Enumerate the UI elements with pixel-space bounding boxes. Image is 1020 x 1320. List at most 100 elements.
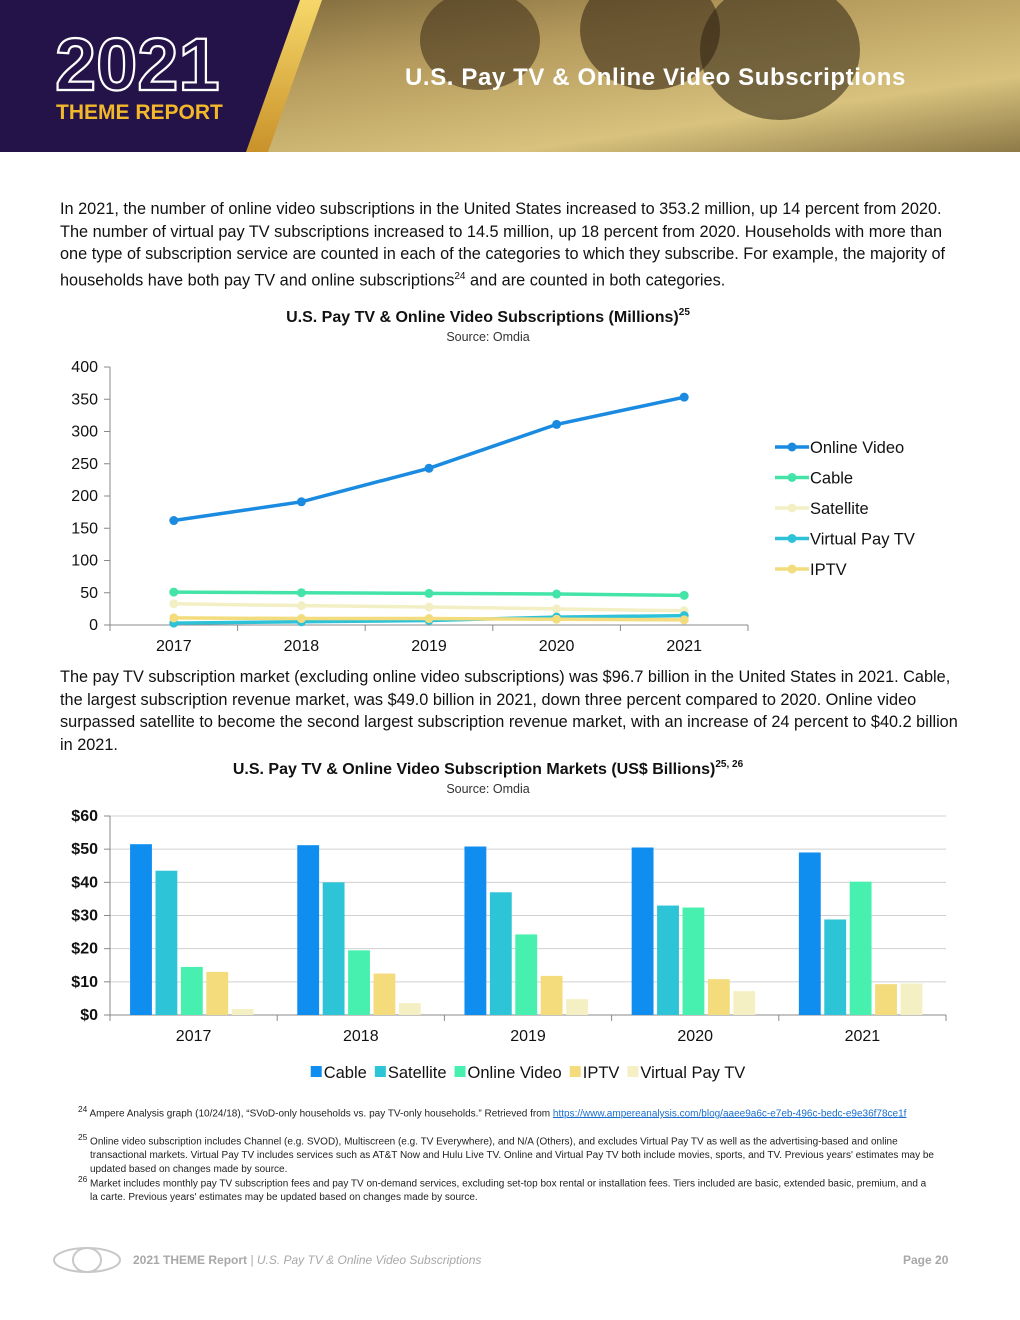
- y-tick-label: 50: [80, 585, 98, 602]
- y-tick-label: 200: [71, 488, 98, 505]
- bar: [464, 846, 487, 1015]
- bar: [297, 845, 320, 1015]
- y-tick-label: $40: [71, 874, 98, 891]
- y-tick-label: $60: [71, 808, 98, 825]
- x-tick-label: 2018: [343, 1028, 379, 1045]
- marker: [679, 615, 689, 625]
- legend-label: Online Video: [810, 439, 904, 457]
- x-tick-label: 2019: [411, 638, 447, 655]
- header-report: THEME REPORT: [56, 101, 223, 124]
- x-tick-label: 2018: [284, 638, 320, 655]
- marker: [552, 614, 562, 624]
- footnote-link[interactable]: https://www.ampereanalysis.com/blog/aaee…: [552, 1108, 907, 1120]
- marker: [679, 590, 689, 600]
- chart-subtitle: Source: Omdia: [446, 330, 529, 344]
- header-panel: [0, 0, 300, 152]
- bar: [849, 881, 872, 1015]
- legend-swatch: [310, 1066, 322, 1077]
- chart-title-text: U.S. Pay TV & Online Video Subscription …: [233, 761, 715, 778]
- chart-title: U.S. Pay TV & Online Video Subscriptions…: [286, 307, 690, 326]
- marker: [679, 392, 689, 402]
- y-tick-label: 250: [71, 456, 98, 473]
- y-tick-label: 350: [71, 391, 98, 408]
- marker: [296, 497, 306, 507]
- y-tick-label: 100: [71, 553, 98, 570]
- y-tick-label: $10: [71, 974, 98, 991]
- bar: [398, 1003, 421, 1015]
- marker: [296, 614, 306, 624]
- bar: [373, 973, 396, 1015]
- y-tick-label: 300: [71, 424, 98, 441]
- footer-section: | U.S. Pay TV & Online Video Subscriptio…: [250, 1253, 482, 1267]
- bar: [875, 984, 897, 1015]
- chart-title: U.S. Pay TV & Online Video Subscription …: [233, 759, 744, 778]
- paragraph-text: In 2021, the number of online video subs…: [60, 200, 946, 289]
- legend-label: Satellite: [388, 1064, 447, 1082]
- legend-marker: [787, 534, 797, 543]
- legend-swatch: [627, 1066, 639, 1077]
- bar: [489, 892, 512, 1015]
- footnote-number: 26: [78, 1174, 88, 1184]
- photo-shape: [420, 0, 540, 90]
- chart-subtitle: Source: Omdia: [446, 782, 529, 796]
- marker: [296, 588, 306, 598]
- bar: [733, 991, 756, 1015]
- legend-marker: [787, 473, 797, 482]
- paragraph: The pay TV subscription market (excludin…: [60, 666, 965, 756]
- marker: [552, 419, 562, 429]
- legend-marker: [787, 442, 797, 452]
- bar: [206, 971, 229, 1015]
- y-tick-label: $30: [71, 908, 98, 925]
- x-tick-label: 2020: [539, 638, 575, 655]
- chart-title-note: 25: [679, 307, 691, 318]
- line: [173, 395, 685, 523]
- x-tick-label: 2020: [677, 1028, 713, 1045]
- bar: [707, 979, 730, 1015]
- footnote-text: Online video subscription includes Chann…: [90, 1136, 934, 1176]
- marker: [169, 613, 179, 623]
- marker: [424, 588, 434, 598]
- chart-title-text: U.S. Pay TV & Online Video Subscriptions…: [286, 309, 679, 326]
- x-tick-label: 2017: [156, 638, 192, 655]
- bar: [515, 934, 538, 1015]
- x-tick-label: 2019: [510, 1028, 546, 1045]
- header-title: U.S. Pay TV & Online Video Subscriptions: [405, 64, 906, 91]
- bar: [155, 870, 178, 1015]
- legend-label: Cable: [324, 1064, 367, 1082]
- marker: [424, 614, 434, 624]
- legend-label: Satellite: [810, 500, 869, 518]
- marker: [424, 602, 434, 612]
- bar: [348, 950, 370, 1015]
- bar: [900, 983, 923, 1015]
- footnote: 26 Market includes monthly pay TV subscr…: [78, 1172, 935, 1205]
- y-tick-label: 0: [89, 617, 98, 634]
- marker: [424, 463, 434, 473]
- footer-page: Page 20: [903, 1253, 949, 1267]
- legend-label: Virtual Pay TV: [810, 531, 915, 549]
- footnote-text: Market includes monthly pay TV subscript…: [90, 1178, 927, 1204]
- legend-label: Online Video: [468, 1064, 562, 1082]
- x-tick-label: 2021: [845, 1028, 881, 1045]
- photo-shape: [700, 0, 860, 120]
- paragraph-text: The pay TV subscription market (excludin…: [60, 668, 958, 754]
- marker: [552, 604, 562, 614]
- paragraph: In 2021, the number of online video subs…: [60, 198, 965, 291]
- footnote-number: 25: [78, 1132, 88, 1142]
- bar: [130, 844, 152, 1015]
- legend-label: IPTV: [810, 561, 847, 579]
- chart-title-note: 25, 26: [715, 759, 743, 770]
- header: 2021 THEME REPORT U.S. Pay TV & Online V…: [0, 0, 1020, 152]
- marker: [169, 599, 179, 609]
- y-tick-label: $20: [71, 941, 98, 958]
- bar: [322, 882, 345, 1015]
- bar: [566, 999, 588, 1015]
- marker: [296, 601, 306, 611]
- legend-label: IPTV: [583, 1064, 620, 1082]
- legend-marker: [787, 503, 797, 513]
- footnote-text: Ampere Analysis graph (10/24/18), “SVoD-…: [89, 1108, 553, 1120]
- footnote: 24 Ampere Analysis graph (10/24/18), “SV…: [78, 1102, 935, 1121]
- legend-swatch: [454, 1066, 466, 1077]
- bar: [631, 847, 654, 1015]
- bar: [824, 919, 847, 1015]
